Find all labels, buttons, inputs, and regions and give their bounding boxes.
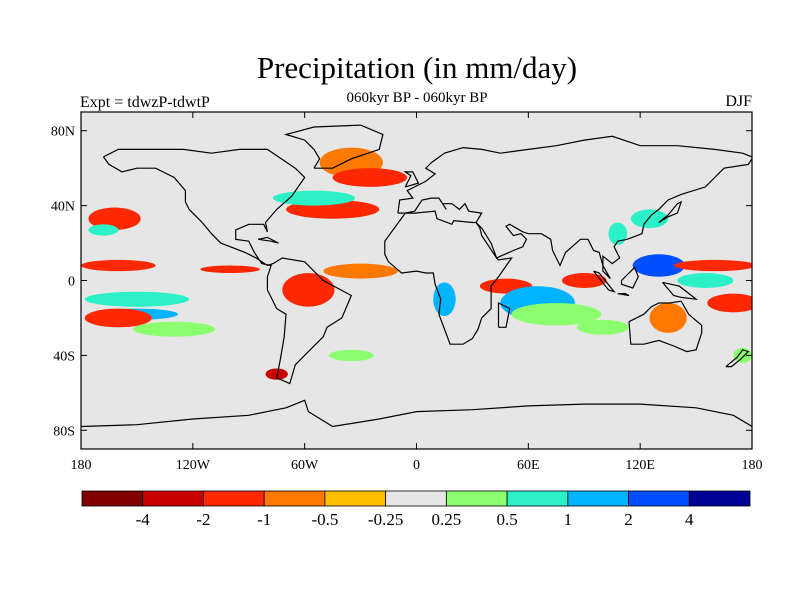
coastline [658, 200, 683, 224]
anomaly-region [88, 207, 141, 230]
page-title: Precipitation (in mm/day) [256, 50, 578, 85]
colorbar-label: -2 [196, 510, 210, 529]
colorbar-label: -0.5 [311, 510, 338, 529]
lat-tick-label: 80S [53, 424, 75, 439]
anomaly-region [511, 302, 602, 326]
colorbar-swatch [567, 490, 629, 507]
colorbar-swatch [81, 490, 144, 507]
colorbar-label: 1 [564, 510, 573, 529]
colorbar-swatch [688, 490, 751, 507]
colorbar-label: 2 [624, 510, 633, 529]
anomaly-region [81, 259, 156, 272]
lon-tick-label: 180 [742, 458, 763, 473]
anomaly-region [265, 368, 288, 380]
coastline [102, 148, 353, 385]
lon-tick-label: 120W [176, 458, 211, 473]
anomaly-region [200, 265, 260, 274]
colorbar-label: 0.25 [431, 510, 461, 529]
anomaly-region [433, 282, 456, 317]
map-background [81, 112, 752, 449]
experiment-label: Expt = tdwzP-tdwtP [80, 94, 210, 111]
colorbar-swatch [445, 490, 508, 507]
colorbar-label: 4 [685, 510, 694, 529]
lon-tick-label: 60W [291, 458, 319, 473]
colorbar-swatch [506, 490, 569, 507]
anomaly-region [673, 259, 752, 272]
anomaly-region [133, 321, 216, 337]
colorbar-swatch [324, 490, 387, 507]
coastline [81, 399, 752, 428]
coastline [403, 171, 420, 188]
coastline [397, 135, 752, 280]
period-label: 060kyr BP - 060kyr BP [346, 90, 488, 106]
anomaly-region [282, 273, 335, 307]
axis-ticks: 80N 40N 0 40S 80S 180 120W 60W 0 60E 120E 180 [51, 112, 763, 473]
colorbar-swatch [203, 490, 265, 507]
lon-tick-label: 180 [71, 458, 92, 473]
lon-tick-label: 60E [517, 458, 540, 473]
coastline [257, 236, 279, 244]
anomaly-region [649, 302, 687, 333]
coastline [628, 300, 703, 353]
lon-tick-label: 0 [413, 458, 420, 473]
colorbar-swatch [628, 490, 690, 507]
colorbar-swatch [263, 490, 326, 507]
anomaly-region [576, 319, 629, 335]
colorbar-swatch [385, 490, 447, 507]
colorbar-swatch [142, 490, 204, 507]
anomaly-region [630, 209, 669, 229]
anomaly-region [677, 273, 734, 288]
colorbar-label: 0.5 [496, 510, 517, 529]
coastline [593, 270, 616, 293]
colorbar-label: -4 [136, 510, 151, 529]
anomaly-region [707, 293, 752, 313]
coastline [662, 281, 699, 301]
anomaly-region [88, 224, 119, 236]
season-label: DJF [725, 93, 752, 110]
lat-tick-label: 0 [68, 275, 75, 290]
anomaly-region [332, 168, 408, 187]
lat-tick-label: 40S [53, 349, 75, 364]
colorbar-label: -1 [257, 510, 271, 529]
anomaly-region [272, 190, 355, 206]
coastline [725, 349, 750, 368]
lon-tick-label: 120E [625, 458, 655, 473]
anomaly-region [608, 222, 628, 245]
coastline [620, 266, 639, 289]
anomaly-region [84, 308, 152, 328]
colorbar: -4 -2 -1 -0.5 -0.25 0.25 0.5 1 2 4 [81, 490, 751, 529]
anomaly-region [632, 254, 685, 277]
anomaly-region [323, 263, 398, 279]
colorbar-label: -0.25 [368, 510, 403, 529]
coastline [617, 293, 630, 297]
lat-tick-label: 40N [51, 200, 75, 215]
coastline [283, 124, 384, 169]
anomaly-region [328, 349, 374, 362]
anomaly-region [561, 273, 607, 288]
coastline [384, 210, 513, 345]
anomaly-region [84, 291, 190, 307]
coastline [497, 302, 511, 328]
lat-tick-label: 80N [51, 125, 75, 140]
coastlines [81, 124, 752, 428]
